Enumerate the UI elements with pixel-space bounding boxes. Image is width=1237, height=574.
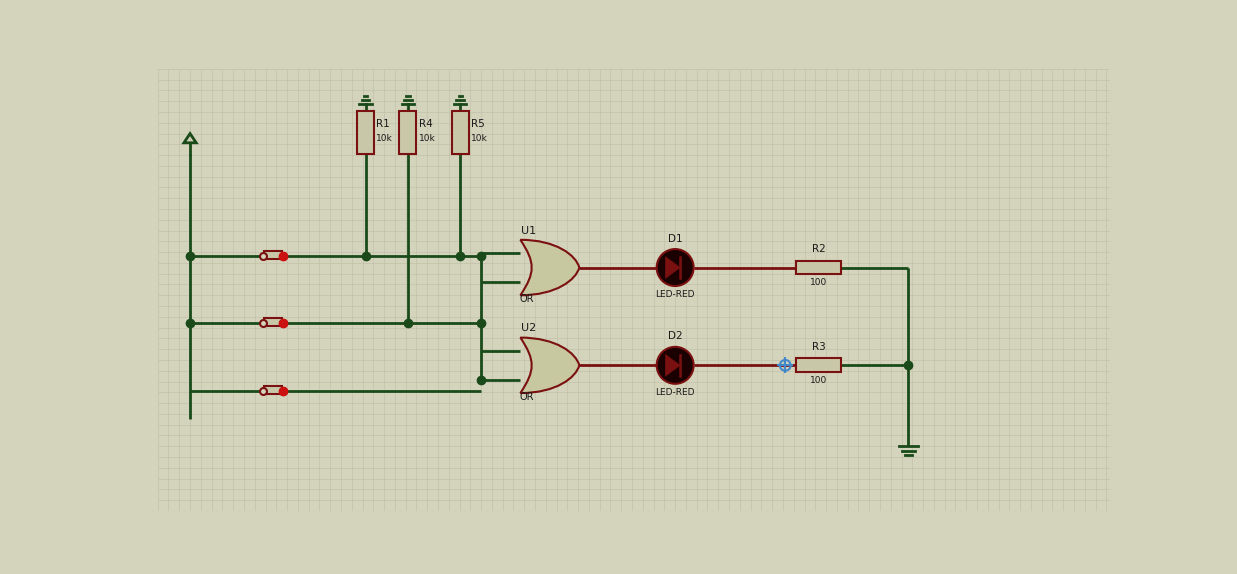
Polygon shape xyxy=(666,355,680,376)
Circle shape xyxy=(657,249,694,286)
Text: R1: R1 xyxy=(376,119,390,129)
Text: D2: D2 xyxy=(668,331,683,342)
Text: 10k: 10k xyxy=(471,134,487,144)
Bar xyxy=(797,358,841,373)
PathPatch shape xyxy=(521,240,579,295)
Circle shape xyxy=(657,347,694,384)
Text: R3: R3 xyxy=(811,342,825,352)
Text: 100: 100 xyxy=(810,376,828,385)
Polygon shape xyxy=(666,257,680,278)
Text: R5: R5 xyxy=(471,119,485,129)
Text: R2: R2 xyxy=(811,245,825,254)
Bar xyxy=(797,261,841,274)
Text: LED-RED: LED-RED xyxy=(656,387,695,397)
Text: D1: D1 xyxy=(668,234,683,244)
Text: 100: 100 xyxy=(810,278,828,288)
Text: OR: OR xyxy=(520,294,534,304)
Bar xyxy=(263,319,282,326)
Text: LED-RED: LED-RED xyxy=(656,290,695,299)
Text: R4: R4 xyxy=(419,119,433,129)
Text: U2: U2 xyxy=(521,324,536,333)
Bar xyxy=(400,111,417,154)
Bar xyxy=(357,111,374,154)
Bar xyxy=(263,251,282,259)
Text: OR: OR xyxy=(520,392,534,402)
Bar xyxy=(452,111,469,154)
Bar xyxy=(263,386,282,394)
Text: 10k: 10k xyxy=(419,134,435,144)
PathPatch shape xyxy=(521,338,579,393)
Text: 10k: 10k xyxy=(376,134,393,144)
Text: U1: U1 xyxy=(521,226,536,236)
